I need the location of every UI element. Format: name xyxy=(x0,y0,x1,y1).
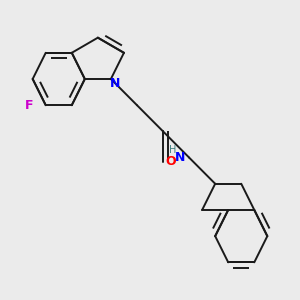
Text: N: N xyxy=(110,77,121,90)
Text: O: O xyxy=(165,155,176,168)
Text: N: N xyxy=(175,151,185,164)
Text: H: H xyxy=(169,145,176,155)
Text: F: F xyxy=(25,99,34,112)
